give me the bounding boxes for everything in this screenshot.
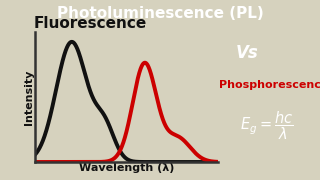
Text: Photoluminescence (PL): Photoluminescence (PL) [57,6,263,21]
Text: $\mathit{E_g} = \dfrac{\mathit{hc}}{\mathit{\lambda}}$: $\mathit{E_g} = \dfrac{\mathit{hc}}{\mat… [240,109,294,142]
Text: Vs: Vs [236,44,259,62]
Y-axis label: Intensity: Intensity [24,69,34,125]
X-axis label: Wavelength (λ): Wavelength (λ) [79,163,174,173]
Text: Phosphorescence: Phosphorescence [219,80,320,90]
Text: Fluorescence: Fluorescence [33,16,147,31]
